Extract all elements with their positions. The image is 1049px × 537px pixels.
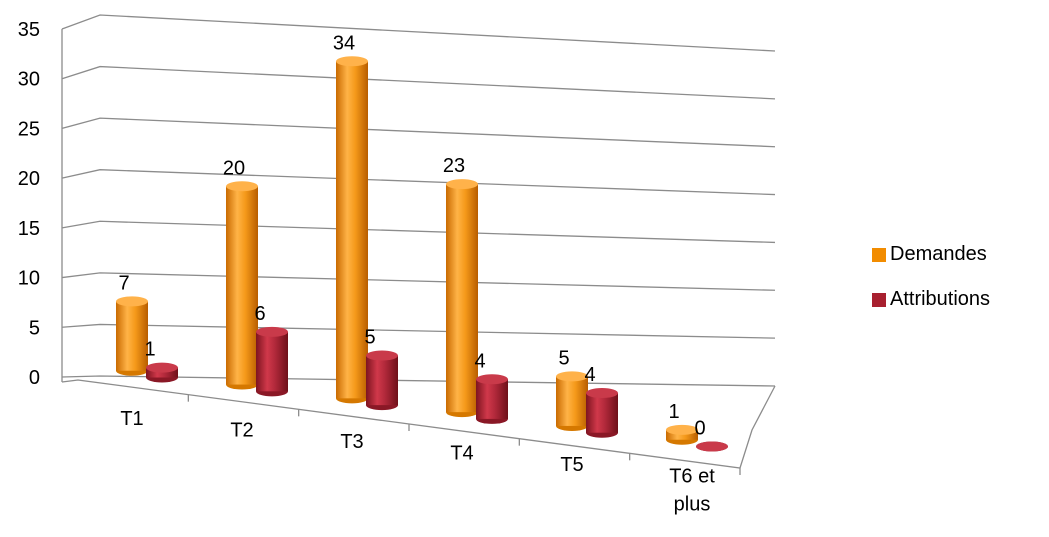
data-label: 1 bbox=[144, 339, 155, 361]
data-label: 7 bbox=[118, 272, 129, 294]
bar-attributions-3 bbox=[476, 374, 508, 424]
y-tick-label: 20 bbox=[18, 168, 40, 190]
legend-label-attributions: Attributions bbox=[890, 288, 991, 310]
bar-demandes-2 bbox=[336, 56, 368, 404]
legend-swatch-attributions bbox=[872, 292, 886, 307]
y-tick-label: 10 bbox=[18, 268, 40, 290]
x-axis-categories: T1 T2 T3 T4 T5 T6 et plus bbox=[120, 394, 741, 516]
data-label: 34 bbox=[333, 32, 355, 54]
gridline bbox=[61, 323, 776, 339]
gridline bbox=[61, 14, 776, 52]
y-tick-label: 5 bbox=[29, 317, 40, 339]
bar-attributions-0 bbox=[146, 362, 178, 383]
y-tick-label: 0 bbox=[29, 367, 40, 389]
y-axis-ticks: 0 5 10 15 20 25 30 35 bbox=[18, 19, 40, 389]
data-label: 5 bbox=[558, 347, 569, 369]
gridline bbox=[61, 220, 776, 244]
legend-swatch-demandes bbox=[872, 247, 886, 262]
floor-outline bbox=[61, 379, 776, 469]
x-category-label: T5 bbox=[560, 454, 583, 476]
legend-item-attributions: Attributions bbox=[872, 277, 990, 322]
y-tick-label: 15 bbox=[18, 218, 40, 240]
y-tick-label: 30 bbox=[18, 69, 40, 91]
gridline bbox=[61, 272, 776, 291]
x-category-label: T2 bbox=[230, 420, 253, 442]
gridlines bbox=[61, 14, 776, 387]
bar-attributions-5 bbox=[696, 441, 728, 452]
data-label: 5 bbox=[364, 327, 375, 349]
y-tick-label: 25 bbox=[18, 118, 40, 140]
x-category-label: T6 et plus bbox=[669, 466, 715, 516]
gridline bbox=[61, 65, 776, 100]
bar-demandes-5 bbox=[666, 424, 698, 445]
bar-demandes-4 bbox=[556, 371, 588, 431]
data-label: 6 bbox=[254, 303, 265, 325]
data-label: 1 bbox=[668, 401, 679, 423]
gridline bbox=[61, 169, 776, 196]
legend-item-demandes: Demandes bbox=[872, 232, 990, 277]
data-label: 4 bbox=[474, 350, 485, 372]
x-category-label: T4 bbox=[450, 443, 473, 465]
gridline bbox=[61, 117, 776, 148]
x-category-label: T1 bbox=[120, 408, 143, 430]
bar-attributions-4 bbox=[586, 388, 618, 438]
data-label: 20 bbox=[223, 157, 245, 179]
x-category-label: T3 bbox=[340, 431, 363, 453]
bar-demandes-0 bbox=[116, 296, 148, 376]
y-tick-label: 35 bbox=[18, 19, 40, 41]
bar-attributions-1 bbox=[256, 326, 288, 397]
bar-attributions-2 bbox=[366, 350, 398, 411]
bar-demandes-3 bbox=[446, 179, 478, 418]
data-label: 23 bbox=[443, 155, 465, 177]
bar-demandes-1 bbox=[226, 181, 258, 390]
data-label: 4 bbox=[584, 364, 595, 386]
gridline bbox=[61, 375, 776, 387]
legend-label-demandes: Demandes bbox=[890, 243, 987, 265]
legend: Demandes Attributions bbox=[872, 232, 990, 322]
data-label: 0 bbox=[694, 418, 705, 440]
